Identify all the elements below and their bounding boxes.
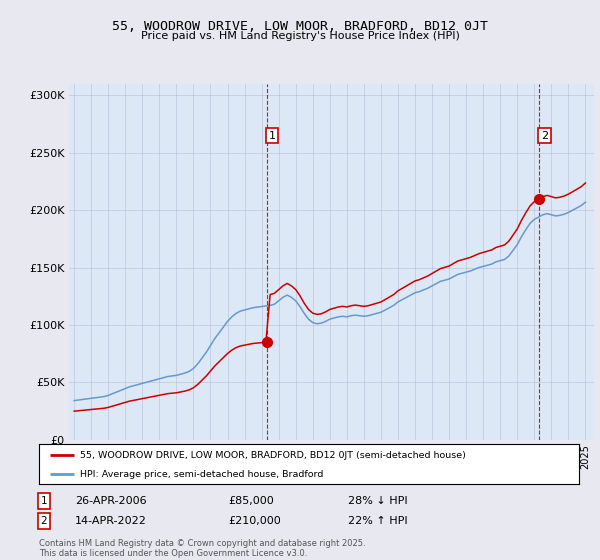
Text: 1: 1 <box>40 496 47 506</box>
Text: 1: 1 <box>269 130 275 141</box>
Text: 55, WOODROW DRIVE, LOW MOOR, BRADFORD, BD12 0JT: 55, WOODROW DRIVE, LOW MOOR, BRADFORD, B… <box>112 20 488 33</box>
Text: Price paid vs. HM Land Registry's House Price Index (HPI): Price paid vs. HM Land Registry's House … <box>140 31 460 41</box>
Text: HPI: Average price, semi-detached house, Bradford: HPI: Average price, semi-detached house,… <box>79 470 323 479</box>
Text: £210,000: £210,000 <box>228 516 281 526</box>
Text: 55, WOODROW DRIVE, LOW MOOR, BRADFORD, BD12 0JT (semi-detached house): 55, WOODROW DRIVE, LOW MOOR, BRADFORD, B… <box>79 451 466 460</box>
Text: 2: 2 <box>40 516 47 526</box>
Text: Contains HM Land Registry data © Crown copyright and database right 2025.
This d: Contains HM Land Registry data © Crown c… <box>39 539 365 558</box>
Text: £85,000: £85,000 <box>228 496 274 506</box>
Text: 14-APR-2022: 14-APR-2022 <box>75 516 147 526</box>
Text: 26-APR-2006: 26-APR-2006 <box>75 496 146 506</box>
Text: 28% ↓ HPI: 28% ↓ HPI <box>348 496 407 506</box>
Text: 22% ↑ HPI: 22% ↑ HPI <box>348 516 407 526</box>
Text: 2: 2 <box>541 130 548 141</box>
